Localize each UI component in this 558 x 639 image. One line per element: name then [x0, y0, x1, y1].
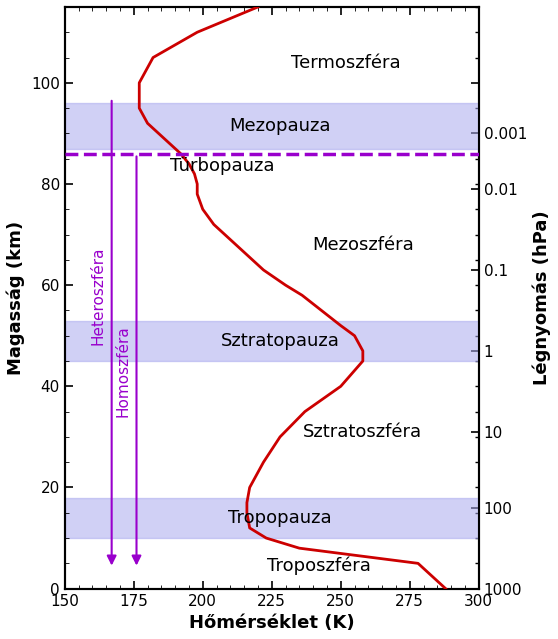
Text: Termoszféra: Termoszféra	[291, 54, 401, 72]
Text: Homoszféra: Homoszféra	[115, 325, 130, 417]
Bar	[65, 103, 479, 149]
Text: Tropopauza: Tropopauza	[228, 509, 332, 527]
Text: Mezopauza: Mezopauza	[229, 117, 331, 135]
Text: Sztratopauza: Sztratopauza	[220, 332, 339, 350]
Text: Heteroszféra: Heteroszféra	[90, 246, 105, 344]
Text: Sztratoszféra: Sztratoszféra	[304, 423, 422, 441]
Y-axis label: Magasság (km): Magasság (km)	[7, 220, 26, 375]
Text: Mezoszféra: Mezoszféra	[312, 236, 413, 254]
Bar	[65, 321, 479, 361]
X-axis label: Hőmérséklet (K): Hőmérséklet (K)	[189, 614, 354, 632]
Bar	[65, 498, 479, 538]
Text: Türbopauza: Türbopauza	[170, 157, 274, 175]
Y-axis label: Légnyomás (hPa): Légnyomás (hPa)	[532, 210, 551, 385]
Text: Troposzféra: Troposzféra	[267, 557, 371, 575]
